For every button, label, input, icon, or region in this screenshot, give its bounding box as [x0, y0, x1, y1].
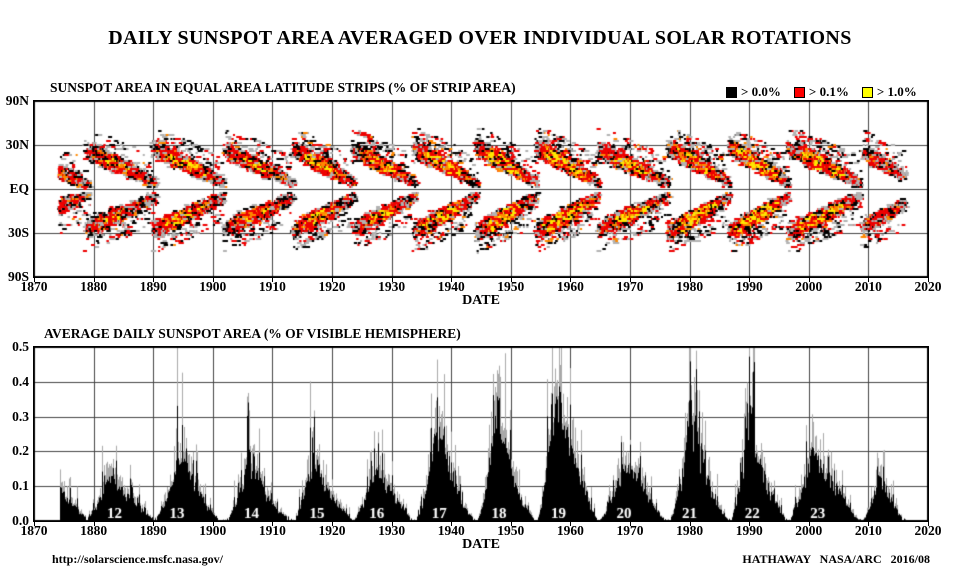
- credit-text: HATHAWAY NASA/ARC 2016/08: [742, 552, 930, 566]
- x-tick-mark-1990: [749, 278, 750, 282]
- x-tick-2000: 2000: [795, 523, 823, 538]
- x-tick-mark-1940: [451, 522, 452, 526]
- x-tick-mark-1940: [451, 278, 452, 282]
- x-tick-mark-2020: [928, 278, 929, 282]
- x-tick-1910: 1910: [258, 279, 286, 294]
- value-label-0.4: 0.4: [12, 374, 29, 389]
- x-tick-mark-1930: [392, 522, 393, 526]
- x-tick-mark-1970: [630, 522, 631, 526]
- x-tick-mark-1900: [213, 522, 214, 526]
- x-tick-mark-2000: [809, 278, 810, 282]
- x-tick-1950: 1950: [497, 523, 525, 538]
- x-tick-2010: 2010: [854, 279, 882, 294]
- x-tick-2010: 2010: [854, 523, 882, 538]
- x-tick-1940: 1940: [437, 279, 465, 294]
- x-tick-mark-1990: [749, 522, 750, 526]
- x-tick-mark-1900: [213, 278, 214, 282]
- x-tick-1980: 1980: [676, 523, 704, 538]
- x-tick-1960: 1960: [556, 279, 584, 294]
- x-tick-1970: 1970: [616, 523, 644, 538]
- value-label-0.5: 0.5: [12, 339, 29, 354]
- legend-item-0: > 0.0%: [726, 84, 781, 100]
- x-tick-1880: 1880: [80, 523, 108, 538]
- page-title: DAILY SUNSPOT AREA AVERAGED OVER INDIVID…: [108, 27, 852, 49]
- x-tick-mark-2000: [809, 522, 810, 526]
- lat-label-EQ: EQ: [9, 181, 29, 196]
- x-tick-mark-1910: [272, 522, 273, 526]
- legend-swatch-icon: [726, 86, 737, 98]
- x-tick-mark-2020: [928, 522, 929, 526]
- x-tick-1930: 1930: [378, 279, 406, 294]
- butterfly-legend: > 0.0% > 0.1% > 1.0%: [726, 84, 917, 100]
- legend-item-2: > 1.0%: [861, 84, 917, 100]
- value-label-0.0: 0.0: [12, 513, 29, 528]
- x-tick-2020: 2020: [914, 279, 942, 294]
- x-tick-mark-1970: [630, 278, 631, 282]
- average-area-chart-canvas: [33, 346, 929, 522]
- x-tick-mark-1880: [94, 278, 95, 282]
- butterfly-x-axis-title: DATE: [462, 293, 500, 308]
- legend-label: > 0.1%: [808, 84, 849, 99]
- legend-swatch-icon: [793, 86, 805, 98]
- lat-label-90N: 90N: [5, 93, 29, 108]
- x-tick-mark-1870: [34, 522, 35, 526]
- legend-item-1: > 0.1%: [793, 84, 849, 100]
- x-tick-mark-1920: [332, 522, 333, 526]
- x-tick-mark-1950: [511, 278, 512, 282]
- x-tick-1900: 1900: [199, 279, 227, 294]
- value-label-0.2: 0.2: [12, 443, 29, 458]
- legend-swatch-icon: [861, 86, 873, 98]
- average-area-x-axis-title: DATE: [462, 537, 500, 552]
- x-tick-1980: 1980: [676, 279, 704, 294]
- lat-label-30N: 30N: [5, 137, 29, 152]
- x-tick-mark-1980: [690, 278, 691, 282]
- lat-label-30S: 30S: [7, 225, 29, 240]
- x-tick-mark-1910: [272, 278, 273, 282]
- x-tick-mark-1930: [392, 278, 393, 282]
- x-tick-1920: 1920: [318, 523, 346, 538]
- x-tick-1950: 1950: [497, 279, 525, 294]
- x-tick-1960: 1960: [556, 523, 584, 538]
- x-tick-mark-1950: [511, 522, 512, 526]
- x-tick-1920: 1920: [318, 279, 346, 294]
- x-tick-1940: 1940: [437, 523, 465, 538]
- x-tick-mark-1960: [570, 522, 571, 526]
- x-tick-1870: 1870: [20, 279, 48, 294]
- x-tick-1900: 1900: [199, 523, 227, 538]
- x-tick-1890: 1890: [139, 279, 167, 294]
- x-tick-mark-1980: [690, 522, 691, 526]
- x-tick-1930: 1930: [378, 523, 406, 538]
- x-tick-1870: 1870: [20, 523, 48, 538]
- butterfly-chart-canvas: [33, 100, 929, 278]
- source-url: http://solarscience.msfc.nasa.gov/: [52, 552, 223, 566]
- x-tick-mark-1880: [94, 522, 95, 526]
- x-tick-mark-2010: [868, 278, 869, 282]
- x-tick-mark-1960: [570, 278, 571, 282]
- lat-label-90S: 90S: [7, 269, 29, 284]
- x-tick-1970: 1970: [616, 279, 644, 294]
- x-tick-1890: 1890: [139, 523, 167, 538]
- x-tick-mark-1890: [153, 522, 154, 526]
- butterfly-panel-title: SUNSPOT AREA IN EQUAL AREA LATITUDE STRI…: [50, 80, 516, 95]
- x-tick-2000: 2000: [795, 279, 823, 294]
- x-tick-1990: 1990: [735, 523, 763, 538]
- average-area-panel-title: AVERAGE DAILY SUNSPOT AREA (% OF VISIBLE…: [44, 326, 461, 341]
- x-tick-mark-1920: [332, 278, 333, 282]
- x-tick-mark-1870: [34, 278, 35, 282]
- x-tick-2020: 2020: [914, 523, 942, 538]
- x-tick-1990: 1990: [735, 279, 763, 294]
- legend-label: > 0.0%: [741, 84, 781, 99]
- x-tick-mark-1890: [153, 278, 154, 282]
- x-tick-1880: 1880: [80, 279, 108, 294]
- legend-label: > 1.0%: [876, 84, 917, 99]
- x-tick-1910: 1910: [258, 523, 286, 538]
- x-tick-mark-2010: [868, 522, 869, 526]
- value-label-0.1: 0.1: [12, 478, 29, 493]
- value-label-0.3: 0.3: [12, 409, 29, 424]
